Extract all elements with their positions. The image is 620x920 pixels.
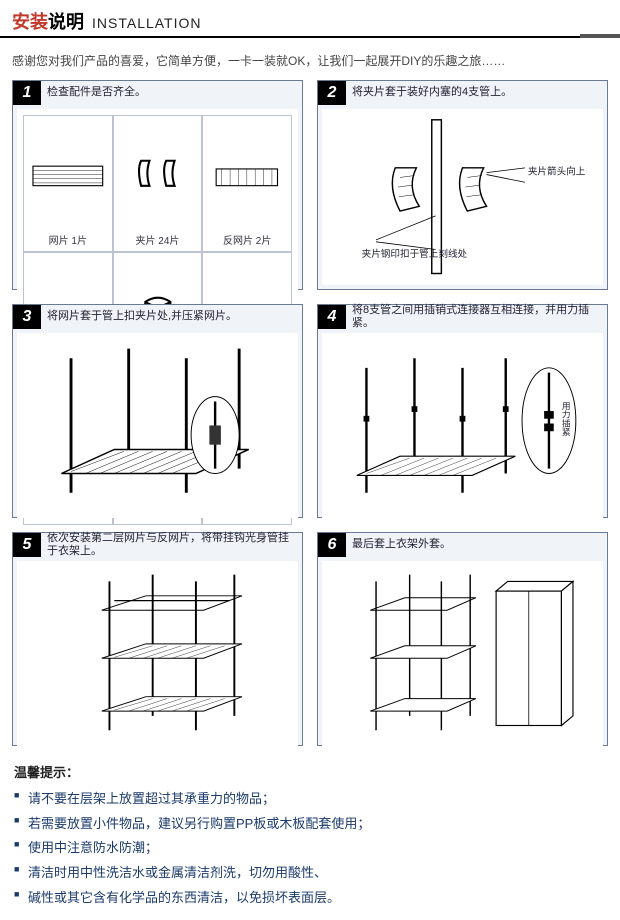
tip-item: 碱性或其它含有化学品的东西清洁，以免损坏表面层。 [14,886,606,911]
step-5-number: 5 [13,533,41,557]
step-2-text: 将夹片套于装好内塞的4支管上。 [346,86,607,99]
tips-section: 温馨提示： 请不要在层架上放置超过其承重力的物品； 若需要放置小件物品，建议另行… [0,746,620,920]
step2-annotation-bottom: 夹片钢印扣于管上刻线处 [362,249,468,261]
tips-title: 温馨提示： [14,762,606,781]
tip-item: 使用中注意防水防潮； [14,836,606,861]
part-mesh: 网片 1片 [23,115,113,252]
step-6-text: 最后套上衣架外套。 [346,538,607,551]
part-label: 反网片 2片 [223,232,271,247]
step-2-panel: 2 将夹片套于装好内塞的4支管上。 夹片箭头向上 夹片钢印扣于管上刻线处 [317,80,608,290]
tip-item: 清洁时用中性洗洁水或金属清洁剂洗，切勿用酸性、 [14,861,606,886]
part-reverse-mesh: 反网片 2片 [202,115,292,252]
part-clip: 夹片 24片 [113,115,203,252]
step-6-panel: 6 最后套上衣架外套。 [317,532,608,746]
part-label: 网片 1片 [49,232,87,247]
step-6-number: 6 [318,533,346,557]
tip-item: 请不要在层架上放置超过其承重力的物品； [14,787,606,812]
step-3-text: 将网片套于管上扣夹片处,并压紧网片。 [41,310,302,323]
step-1-number: 1 [13,81,41,105]
title-cn-highlight: 安装 [12,12,48,32]
step-4-text: 将8支管之间用插销式连接器互相连接，并用力插紧。 [346,304,607,330]
step2-annotation-top: 夹片箭头向上 [528,166,586,178]
title-cn-rest: 说明 [48,12,84,32]
step-5-text: 依次安装第二层网片与反网片，将带挂钩光身管挂于衣架上。 [41,532,302,558]
step-2-illustration: 夹片箭头向上 夹片钢印扣于管上刻线处 [328,115,597,278]
step-3-illustration [23,339,292,512]
part-label: 夹片 24片 [136,232,180,247]
step-4-panel: 4 将8支管之间用插销式连接器互相连接，并用力插紧。 [317,304,608,518]
step4-annotation: 用力插紧 [561,401,571,436]
step-5-panel: 5 依次安装第二层网片与反网片，将带挂钩光身管挂于衣架上。 [12,532,303,746]
title-en: INSTALLATION [92,15,202,31]
tip-item: 若需要放置小件物品，建议另行购置PP板或木板配套使用； [14,812,606,837]
step-3-number: 3 [13,305,41,329]
step-1-panel: 1 检查配件是否齐全。 网片 1片 夹片 24片 反网片 2片 [12,80,303,290]
step-6-illustration [328,567,597,740]
step-2-number: 2 [318,81,346,105]
step-3-panel: 3 将网片套于管上扣夹片处,并压紧网片。 [12,304,303,518]
intro-text: 感谢您对我们产品的喜爱，它简单方便，一卡一装就OK，让我们一起展开DIY的乐趣之… [0,38,620,80]
step-5-illustration [23,567,292,740]
step-1-text: 检查配件是否齐全。 [41,86,302,99]
step-4-number: 4 [318,305,346,329]
step-4-illustration: 用力插紧 [328,339,597,512]
